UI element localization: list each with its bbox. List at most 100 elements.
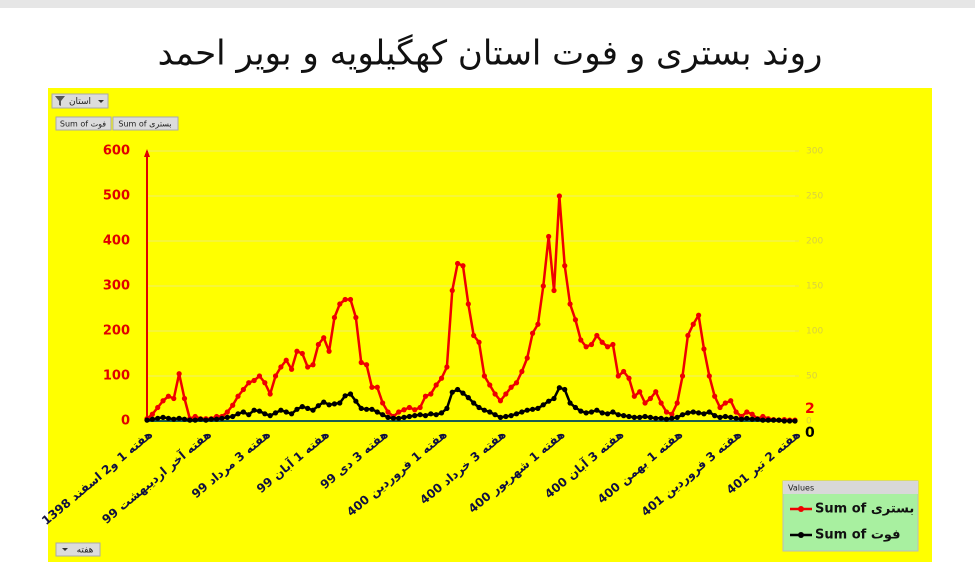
data-point	[444, 405, 450, 411]
data-point	[492, 412, 498, 418]
data-point	[626, 375, 632, 381]
data-label: 2	[805, 401, 815, 417]
data-point	[733, 415, 739, 421]
data-point	[401, 414, 407, 420]
data-point	[347, 391, 354, 397]
data-point	[171, 416, 177, 422]
data-point	[669, 411, 675, 417]
data-point	[262, 411, 268, 417]
y-tick-label: 0	[121, 414, 130, 429]
data-point	[385, 414, 391, 420]
data-point	[492, 391, 498, 397]
data-point	[754, 416, 761, 422]
data-point	[717, 414, 723, 420]
data-point	[471, 400, 477, 406]
data-point	[701, 346, 707, 352]
data-point	[155, 404, 161, 411]
data-point	[449, 287, 455, 294]
value-button[interactable]	[55, 116, 112, 131]
y2-tick-label: 300	[806, 147, 823, 157]
data-point	[283, 409, 289, 415]
legend-label: Sum of بستری	[815, 502, 914, 517]
data-point	[396, 415, 402, 421]
data-point	[513, 411, 520, 417]
data-point	[594, 407, 600, 413]
data-point	[203, 417, 209, 423]
data-point	[433, 382, 439, 388]
data-point	[610, 409, 616, 415]
data-point	[765, 417, 771, 423]
data-point	[503, 391, 509, 397]
filter-button-box[interactable]	[51, 93, 109, 109]
data-point	[631, 393, 637, 399]
y-tick-label: 200	[103, 324, 130, 339]
data-point	[455, 386, 461, 393]
data-point	[513, 380, 520, 386]
data-point	[310, 362, 316, 368]
data-point	[529, 406, 536, 412]
data-point	[214, 416, 220, 422]
data-point	[476, 404, 482, 411]
data-point	[401, 407, 407, 413]
y2-tick-label: 100	[806, 327, 823, 337]
data-point	[155, 415, 161, 421]
data-point	[535, 321, 541, 327]
data-point	[385, 409, 391, 415]
data-point	[363, 362, 370, 368]
data-point	[562, 386, 568, 393]
data-point	[444, 364, 450, 370]
data-point	[455, 260, 461, 267]
data-point	[546, 233, 552, 240]
data-point	[235, 393, 241, 399]
y2-tick-label: 50	[806, 372, 818, 382]
data-point	[230, 402, 236, 408]
data-point	[728, 414, 734, 420]
data-point	[315, 341, 321, 348]
legend-marker	[798, 506, 804, 512]
data-point	[471, 332, 477, 339]
data-point	[149, 416, 155, 422]
data-point	[412, 413, 418, 419]
data-point	[369, 406, 375, 412]
filter-label: استان	[69, 97, 91, 107]
data-point	[567, 400, 573, 406]
data-point	[540, 402, 546, 408]
value-button-label: Sum of فوت	[60, 120, 106, 129]
data-point	[744, 409, 750, 415]
data-point	[380, 400, 386, 406]
data-point	[497, 414, 504, 420]
data-point	[165, 415, 172, 421]
data-point	[321, 399, 327, 405]
data-point	[604, 411, 611, 417]
axis-field-button[interactable]: هفته	[55, 542, 101, 557]
value-button[interactable]	[112, 116, 179, 131]
data-point	[679, 373, 686, 379]
data-point	[572, 317, 579, 323]
data-point	[637, 389, 643, 395]
filter-button[interactable]: استان	[51, 93, 109, 109]
data-point	[417, 412, 423, 418]
value-buttons: Sum of فوت Sum of بستری	[55, 116, 179, 131]
data-point	[288, 411, 295, 417]
data-point	[658, 415, 664, 421]
data-point	[321, 335, 327, 341]
top-strip	[0, 0, 975, 8]
data-point	[374, 409, 380, 415]
data-point	[251, 407, 257, 413]
data-point	[588, 341, 595, 348]
data-point	[390, 415, 396, 421]
data-point	[621, 413, 627, 419]
data-point	[369, 384, 375, 390]
data-point	[235, 411, 241, 417]
data-point	[272, 373, 279, 379]
data-point	[412, 407, 418, 413]
data-point	[294, 348, 300, 354]
data-point	[610, 341, 616, 348]
data-point	[481, 373, 487, 379]
data-point	[160, 414, 166, 420]
axis-field-box[interactable]	[55, 542, 101, 557]
data-point	[428, 411, 434, 417]
data-point	[519, 368, 525, 375]
data-point	[722, 400, 728, 406]
data-point	[631, 414, 637, 420]
